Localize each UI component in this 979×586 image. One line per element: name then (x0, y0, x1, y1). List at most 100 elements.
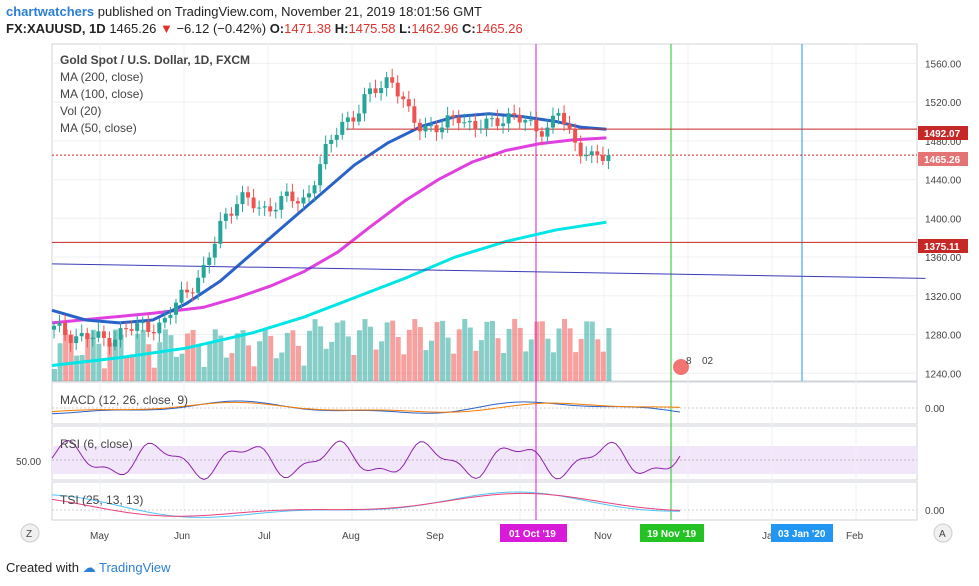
oscillators (51, 400, 917, 518)
volume-bar (173, 356, 179, 381)
legend-vol: Vol (20) (60, 104, 101, 118)
volume-bar (390, 320, 396, 381)
candle-body (74, 336, 79, 344)
auto-scale-button[interactable] (933, 523, 953, 543)
x-tick-label: Sep (426, 531, 444, 542)
volume-bar (234, 333, 240, 381)
candle-body (295, 201, 300, 204)
high-value: 1475.58 (348, 21, 396, 36)
volume-bar (301, 365, 307, 381)
candle-body (356, 113, 361, 122)
level-tag-lower (918, 239, 968, 253)
candle-body (234, 204, 239, 216)
candle-body (395, 82, 400, 97)
volume-bar (578, 338, 584, 381)
candle-body (312, 185, 317, 194)
candle-body (517, 114, 522, 123)
candle-body (212, 243, 217, 258)
volume-bar (595, 339, 601, 381)
candle-body (434, 125, 439, 133)
y-tick-label: 1320.00 (925, 292, 962, 303)
x-tick-label: May (90, 531, 109, 542)
volume-bar (190, 329, 196, 381)
volume-bar (96, 343, 102, 381)
nov-date-tag (640, 524, 704, 542)
candle-body (589, 151, 594, 155)
last-price-tag (918, 152, 968, 166)
volume-bar (417, 327, 423, 381)
macd-line (51, 400, 681, 415)
candle-body (578, 142, 583, 157)
price-axis[interactable]: 1240.00 1280.00 1320.00 1360.00 1400.00 1440.… (925, 59, 962, 380)
volume-bar (329, 341, 335, 381)
candle-body (262, 206, 267, 208)
volume-bar (545, 338, 551, 381)
candle-body (428, 125, 433, 127)
candle-body (57, 322, 62, 326)
candle-body (334, 134, 339, 140)
volume-bar (312, 319, 318, 381)
candle-body (63, 322, 68, 336)
y-tick-label: 1480.00 (925, 137, 962, 148)
tsi-signal-line (51, 492, 681, 517)
volume-bar (600, 351, 606, 381)
candle-body (445, 115, 450, 128)
oct-date-tag (500, 524, 567, 542)
auto-scale-label: A (939, 529, 946, 540)
candle-body (379, 88, 384, 94)
zoom-button[interactable] (20, 523, 40, 543)
legend-title: Gold Spot / U.S. Dollar, 1D, FXCM (60, 53, 250, 67)
volume-bar (340, 320, 346, 381)
volume-bar (52, 369, 57, 381)
volume-bar (307, 330, 313, 381)
legend-ma100: MA (100, close) (60, 87, 143, 101)
volume-bar (251, 366, 257, 381)
indicator-lines (51, 112, 926, 367)
y-tick-label: 1560.00 (925, 59, 962, 70)
macd-signal-line (51, 401, 681, 413)
tsi-line (51, 491, 681, 518)
candle-body (229, 213, 234, 216)
volume-bar (268, 335, 274, 381)
jan-date-text: 03 Jan '20 (778, 529, 826, 540)
price-chart[interactable]: 1240.00 1280.00 1320.00 1360.00 1400.00 1440.… (0, 42, 979, 554)
candle-body (512, 113, 517, 115)
volume-bar (74, 355, 80, 381)
macd-label: MACD (12, 26, close, 9) (60, 393, 188, 407)
tradingview-logo-icon[interactable]: ☁ (82, 560, 96, 575)
volume-bar (318, 326, 324, 381)
candle-body (96, 331, 101, 338)
candle-body (151, 332, 156, 334)
candle-body (162, 318, 167, 323)
legend-ma50: MA (50, close) (60, 121, 137, 135)
volume-bar (68, 334, 74, 381)
macd-zero-label: 0.00 (925, 404, 945, 415)
volume-bar (473, 350, 479, 381)
oct-date-text: 01 Oct '19 (509, 529, 556, 540)
event-badge-a: 8 (686, 356, 692, 367)
candle-body (52, 325, 56, 330)
volume-bar (445, 337, 451, 381)
candle-body (473, 120, 478, 130)
open-value: 1471.38 (284, 21, 332, 36)
volume-bar (356, 330, 362, 381)
volume-bar (373, 349, 379, 381)
publish-line: chartwatchers published on TradingView.c… (6, 4, 482, 19)
event-badge-icon[interactable] (673, 359, 689, 375)
volume-bar (484, 321, 490, 381)
volume-bar (246, 345, 252, 381)
author-name[interactable]: chartwatchers (6, 4, 95, 19)
candle-body (412, 106, 417, 123)
volume-bar (279, 352, 285, 381)
candle-body (318, 164, 323, 186)
trend-line (51, 263, 926, 279)
candle-body (323, 143, 328, 165)
volume-bar (124, 356, 130, 381)
time-axis[interactable]: MayJunJulAugSepOctNovDecJanFeb (90, 531, 864, 542)
candle-body (135, 323, 140, 331)
volume-bar (295, 345, 301, 381)
y-tick-label: 1280.00 (925, 331, 962, 342)
footer-brand[interactable]: TradingView (99, 560, 171, 575)
volume-bar (129, 354, 135, 381)
candle-body (573, 128, 578, 143)
